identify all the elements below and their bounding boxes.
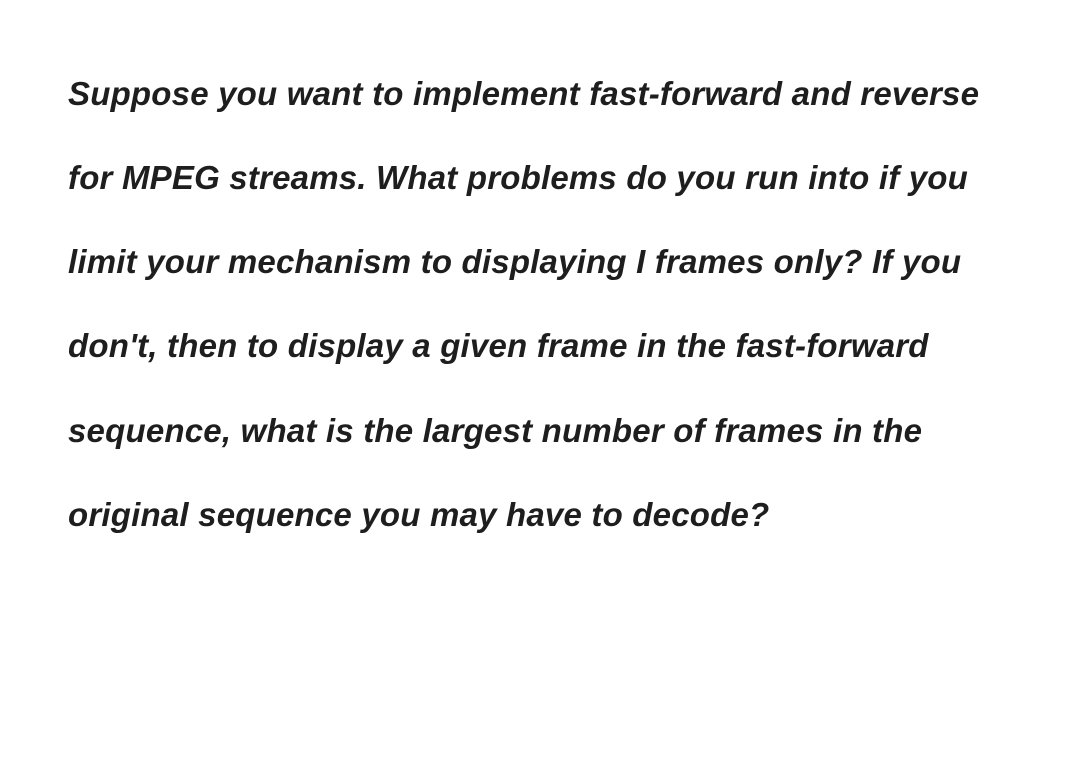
question-paragraph: Suppose you want to implement fast-forwa…: [68, 52, 1012, 557]
